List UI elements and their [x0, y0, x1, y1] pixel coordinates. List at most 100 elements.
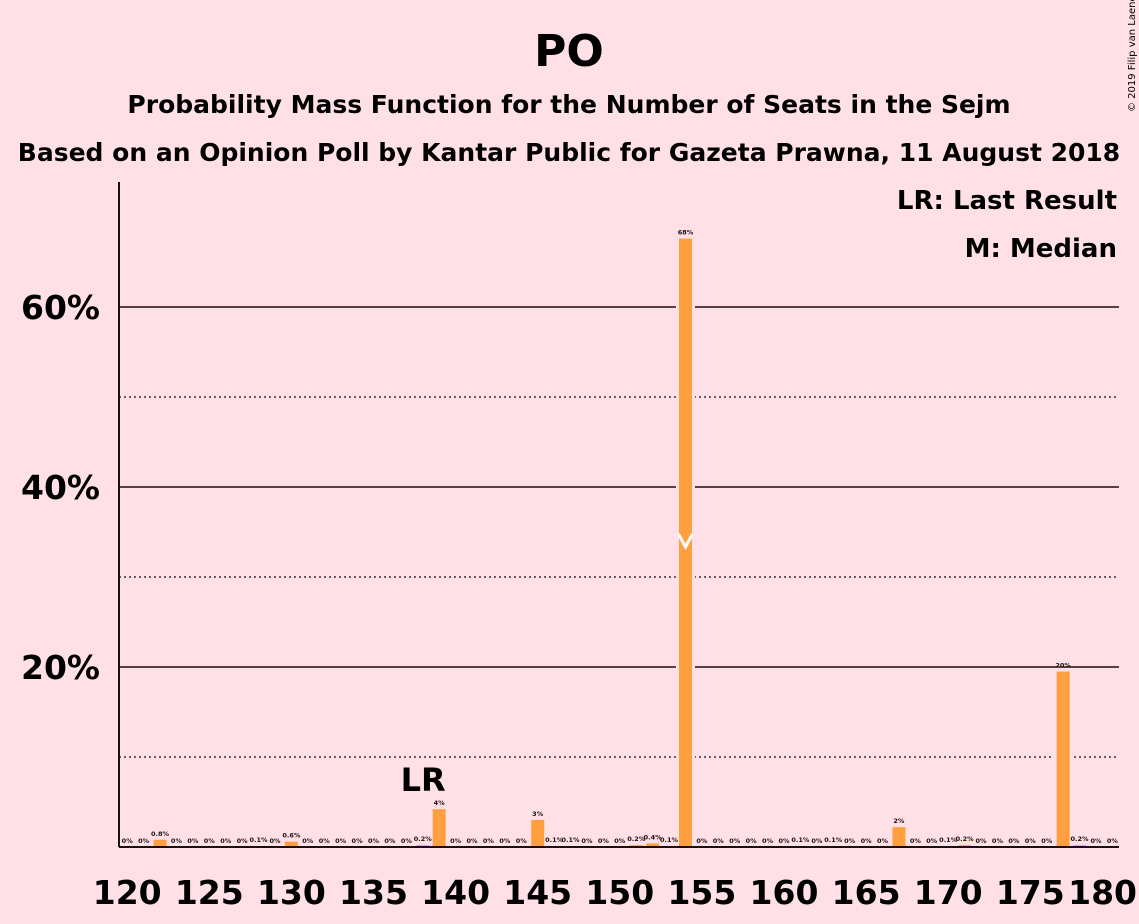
data-label-seat-124: 0% [187, 837, 199, 845]
data-label-seat-129: 0% [269, 837, 281, 845]
data-label-seat-161: 0.1% [791, 836, 810, 844]
data-label-seat-180: 0% [1107, 837, 1119, 845]
x-tick-label: 170 [914, 873, 983, 912]
data-label-seat-133: 0% [335, 837, 347, 845]
data-label-seat-179: 0% [1090, 837, 1102, 845]
data-label-seat-178: 0.2% [1071, 835, 1090, 843]
bar-seat-152 [646, 843, 660, 847]
x-tick-label: 180 [1068, 873, 1137, 912]
data-label-seat-136: 0% [384, 837, 396, 845]
data-label-seat-138: 0.2% [414, 835, 433, 843]
gridlines [119, 306, 1119, 758]
legend-last-result: LR: Last Result [897, 186, 1117, 216]
bar-seat-177 [1056, 671, 1070, 847]
data-label-seat-159: 0% [762, 837, 774, 845]
data-label-seat-153: 0.1% [660, 836, 679, 844]
data-label-seat-123: 0% [171, 837, 183, 845]
x-tick-label: 155 [667, 873, 736, 912]
data-label-seat-137: 0% [401, 837, 413, 845]
data-label-seat-175: 0% [1025, 837, 1037, 845]
data-label-seat-156: 0% [713, 837, 725, 845]
data-label-seat-130: 0.6% [282, 832, 301, 840]
bar-seat-130 [284, 841, 298, 847]
data-label-seat-128: 0.1% [250, 836, 269, 844]
data-label-seat-152: 0.4% [644, 833, 663, 841]
data-label-seat-135: 0% [368, 837, 380, 845]
copyright-notice: © 2019 Filip van Laenen [1127, 0, 1138, 112]
data-label-seat-173: 0% [992, 837, 1004, 845]
data-label-seat-143: 0% [499, 837, 511, 845]
data-label-seat-176: 0% [1041, 837, 1053, 845]
data-label-seat-166: 0% [877, 837, 889, 845]
data-label-seat-140: 0% [450, 837, 462, 845]
data-label-seat-142: 0% [483, 837, 495, 845]
x-tick-label: 150 [585, 873, 654, 912]
data-label-seat-164: 0% [844, 837, 856, 845]
data-label-seat-171: 0.2% [956, 835, 975, 843]
data-label-seat-150: 0% [614, 837, 626, 845]
data-label-seat-132: 0% [319, 837, 331, 845]
data-label-seat-167: 2% [893, 817, 905, 825]
bar-seat-145 [531, 820, 545, 847]
axes [118, 182, 1119, 848]
data-label-seat-149: 0% [598, 837, 610, 845]
x-tick-label: 160 [750, 873, 819, 912]
data-label-seat-144: 0% [516, 837, 528, 845]
data-label-seat-141: 0% [466, 837, 478, 845]
data-label-seat-168: 0% [910, 837, 922, 845]
bar-seat-122 [153, 839, 167, 847]
last-result-marker: LR [401, 761, 446, 799]
data-label-seat-122: 0.8% [151, 830, 170, 838]
data-label-seat-145: 3% [532, 810, 544, 818]
tick-labels: 20% 40% 60% 120 125 130 135 140 145 150 155 160 165 1… [21, 288, 1137, 912]
data-label-seat-154: 68% [678, 229, 694, 237]
data-label-seat-146: 0.1% [545, 836, 564, 844]
data-label-seat-163: 0.1% [824, 836, 843, 844]
markers: LR [401, 533, 694, 799]
data-label-seat-170: 0.1% [939, 836, 958, 844]
median-marker [677, 533, 694, 551]
data-label-seat-155: 0% [696, 837, 708, 845]
x-tick-label: 165 [832, 873, 901, 912]
x-tick-label: 175 [996, 873, 1065, 912]
y-tick-label: 20% [21, 648, 100, 687]
data-label-seat-139: 4% [434, 799, 446, 807]
data-label-seat-131: 0% [302, 837, 314, 845]
data-label-seat-158: 0% [746, 837, 758, 845]
data-label-seat-126: 0% [220, 837, 232, 845]
data-label-seat-121: 0% [138, 837, 150, 845]
data-label-seat-147: 0.1% [562, 836, 581, 844]
bar-seat-167 [892, 827, 906, 847]
data-label-seat-162: 0% [811, 837, 823, 845]
bars [150, 238, 1090, 848]
data-label-seat-172: 0% [976, 837, 988, 845]
bar-seat-139 [432, 809, 446, 847]
x-tick-label: 135 [339, 873, 408, 912]
x-tick-label: 145 [503, 873, 572, 912]
data-label-seat-165: 0% [861, 837, 873, 845]
data-label-seat-174: 0% [1008, 837, 1020, 845]
y-tick-label: 60% [21, 288, 100, 327]
legend-median: M: Median [965, 234, 1117, 264]
chart-subtitle: Probability Mass Function for the Number… [127, 90, 1010, 119]
data-label-seat-157: 0% [729, 837, 741, 845]
y-tick-label: 40% [21, 468, 100, 507]
data-label-seat-151: 0.2% [627, 835, 646, 843]
data-label-seat-148: 0% [581, 837, 593, 845]
chart-source-subtitle: Based on an Opinion Poll by Kantar Publi… [18, 138, 1120, 167]
x-tick-label: 140 [421, 873, 490, 912]
data-label-seat-127: 0% [237, 837, 249, 845]
x-tick-label: 125 [175, 873, 244, 912]
x-tick-label: 120 [93, 873, 162, 912]
data-label-seat-125: 0% [204, 837, 216, 845]
data-labels: 0% 0%0.8%0% 0% 0% 0% 0% 0.1% 0%0.6%0% 0% 0% 0% 0% 0%… [122, 229, 1119, 845]
data-label-seat-169: 0% [926, 837, 938, 845]
data-label-seat-120: 0% [122, 837, 134, 845]
data-label-seat-160: 0% [778, 837, 790, 845]
x-tick-label: 130 [257, 873, 326, 912]
chart-title: PO [534, 26, 604, 77]
data-label-seat-177: 20% [1055, 662, 1071, 670]
data-label-seat-134: 0% [352, 837, 364, 845]
bar-seat-154 [678, 238, 692, 848]
